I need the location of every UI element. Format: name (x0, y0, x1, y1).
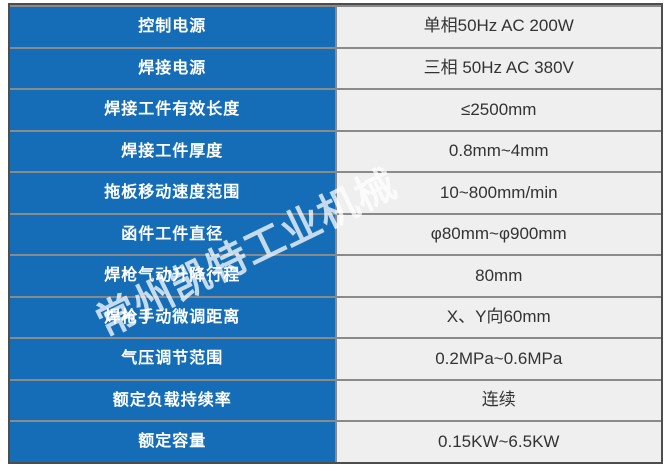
spec-table: 控制电源 单相50Hz AC 200W 焊接电源 三相 50Hz AC 380V… (8, 3, 663, 464)
table-row: 焊接工件厚度 0.8mm~4mm (10, 129, 661, 172)
spec-label-cell: 气压调节范围 (10, 339, 337, 379)
table-row: 拖板移动速度范围 10~800mm/min (10, 171, 661, 213)
table-row: 焊枪气动升降行程 80mm (10, 254, 661, 296)
spec-label-cell: 焊接工件厚度 (10, 131, 337, 172)
table-row: 额定容量 0.15KW~6.5KW (10, 420, 661, 463)
spec-label-cell: 焊枪手动微调距离 (10, 297, 337, 338)
spec-value-cell: 0.15KW~6.5KW (336, 422, 661, 463)
spec-label-cell: 控制电源 (10, 7, 337, 47)
table-row: 焊接电源 三相 50Hz AC 380V (10, 46, 661, 89)
table-row: 气压调节范围 0.2MPa~0.6MPa (10, 337, 661, 379)
table-row: 额定负载持续率 连续 (10, 378, 661, 421)
table-row: 函件工件直径 φ80mm~φ900mm (10, 212, 661, 255)
spec-label-cell: 额定容量 (10, 422, 337, 463)
table-row: 焊枪手动微调距离 X、Y向60mm (10, 295, 661, 338)
spec-value-cell: φ80mm~φ900mm (336, 214, 661, 255)
spec-value-cell: 80mm (336, 256, 661, 296)
spec-value-cell: 0.8mm~4mm (336, 131, 661, 172)
spec-value-cell: 0.2MPa~0.6MPa (336, 339, 661, 379)
spec-value-cell: 连续 (336, 380, 661, 421)
table-row: 焊接工件有效长度 ≤2500mm (10, 88, 661, 130)
spec-value-cell: 单相50Hz AC 200W (336, 7, 661, 47)
spec-label-cell: 焊接工件有效长度 (10, 90, 337, 130)
spec-label-cell: 焊接电源 (10, 48, 337, 89)
spec-value-cell: X、Y向60mm (336, 297, 661, 338)
spec-value-cell: ≤2500mm (336, 90, 661, 130)
spec-value-cell: 三相 50Hz AC 380V (336, 48, 661, 89)
spec-label-cell: 额定负载持续率 (10, 380, 337, 421)
spec-label-cell: 焊枪气动升降行程 (10, 256, 337, 296)
spec-value-cell: 10~800mm/min (336, 173, 661, 213)
table-row: 控制电源 单相50Hz AC 200W (10, 5, 661, 47)
spec-label-cell: 拖板移动速度范围 (10, 173, 337, 213)
spec-label-cell: 函件工件直径 (10, 214, 337, 255)
